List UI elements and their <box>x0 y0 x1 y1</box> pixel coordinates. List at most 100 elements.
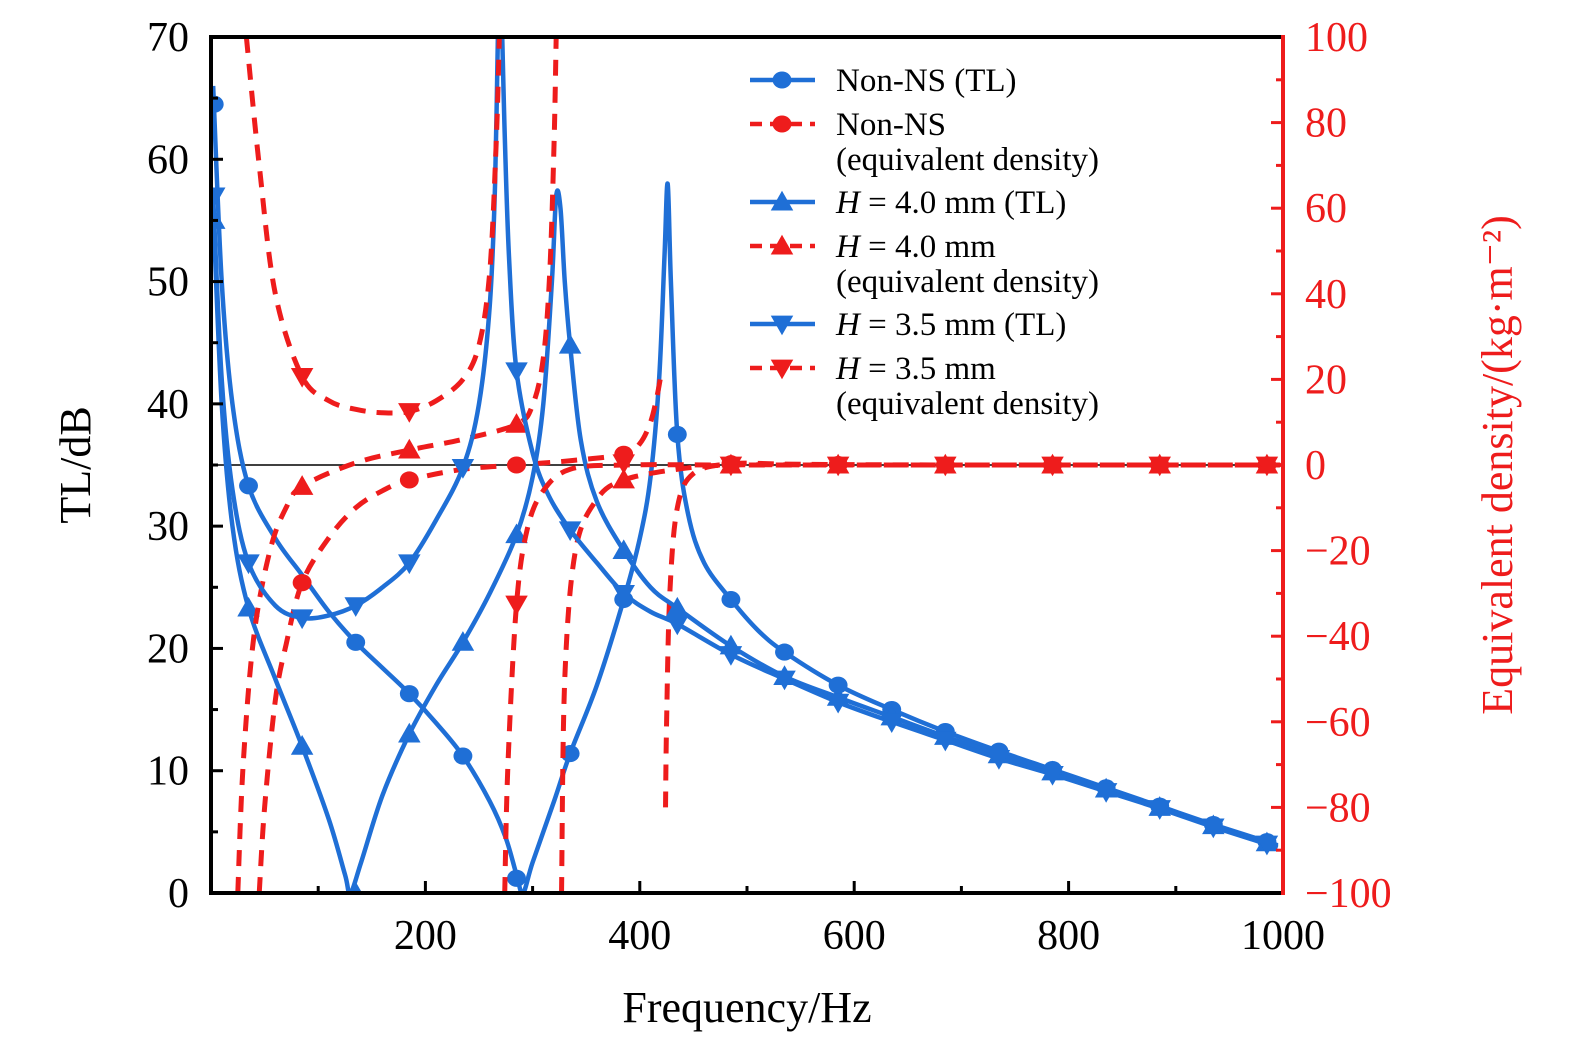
series-layer <box>211 37 1282 893</box>
y-right-tick-label: −40 <box>1305 614 1371 660</box>
data-point <box>1094 783 1118 803</box>
legend-entry: Non-NS (TL) <box>750 63 1017 99</box>
data-point <box>237 596 260 617</box>
legend-marker <box>770 190 794 211</box>
data-point <box>237 554 260 575</box>
y-right-tick-label: −80 <box>1305 785 1371 831</box>
legend-label: H = 3.5 mm <box>835 351 996 387</box>
data-point <box>719 646 743 666</box>
series-0 <box>211 85 1279 893</box>
legend-label: (equivalent density) <box>836 142 1099 178</box>
y-tick-label: 60 <box>147 137 189 183</box>
y-right-tick-label: 80 <box>1305 101 1347 147</box>
y-axis-label: TL/dB <box>51 406 100 523</box>
y-right-tick-label: −100 <box>1305 871 1392 917</box>
data-point <box>290 367 314 388</box>
data-point <box>1148 456 1171 477</box>
data-point <box>239 477 258 495</box>
data-point <box>349 881 363 893</box>
legend-marker <box>770 315 794 336</box>
data-point <box>1255 456 1279 477</box>
legend-entry: H = 4.0 mm(equivalent density) <box>750 229 1099 300</box>
data-point <box>344 597 367 617</box>
data-point <box>290 735 314 755</box>
data-point <box>399 685 419 703</box>
series-3 <box>235 37 1282 893</box>
series-line <box>211 85 1279 893</box>
legend-entry: H = 3.5 mm (TL) <box>750 307 1066 343</box>
legend-label: Non-NS <box>836 107 946 143</box>
data-point <box>451 631 475 651</box>
y-tick-label: 0 <box>168 871 189 917</box>
legend-label: H = 4.0 mm <box>835 229 996 265</box>
data-point <box>773 670 796 691</box>
x-tick-label: 1000 <box>1241 913 1325 959</box>
y-right-tick-label: −60 <box>1305 700 1371 746</box>
series-5 <box>243 37 1282 893</box>
legend: Non-NS (TL)Non-NS(equivalent density)H =… <box>750 63 1099 422</box>
data-point <box>828 676 848 694</box>
data-point <box>507 869 526 887</box>
data-point <box>612 468 635 489</box>
legend-entry: Non-NS(equivalent density) <box>750 107 1099 178</box>
data-point <box>558 333 582 354</box>
data-point <box>666 615 689 636</box>
y-tick-label: 70 <box>147 15 189 61</box>
data-point <box>934 731 957 752</box>
legend-marker <box>772 115 792 133</box>
series-line <box>211 37 1279 850</box>
data-point <box>1148 800 1171 820</box>
data-point <box>880 713 903 734</box>
y-right-tick-label: 60 <box>1305 186 1347 232</box>
data-point <box>451 459 475 479</box>
data-point <box>826 456 850 477</box>
series-line <box>235 37 1282 893</box>
y-tick-label: 30 <box>147 504 189 550</box>
series-line <box>243 37 1282 893</box>
data-point <box>211 187 226 208</box>
data-point <box>612 539 635 560</box>
x-tick-label: 200 <box>394 913 457 959</box>
y-tick-label: 20 <box>147 626 189 672</box>
legend-marker <box>770 359 794 380</box>
data-point <box>719 456 743 477</box>
legend-label: Non-NS (TL) <box>836 63 1017 99</box>
y-right-tick-label: −20 <box>1305 529 1371 575</box>
data-point <box>775 643 794 661</box>
data-point <box>292 574 312 592</box>
legend-label: (equivalent density) <box>836 386 1099 422</box>
legend-entry: H = 3.5 mm(equivalent density) <box>750 351 1099 422</box>
data-point <box>1041 456 1064 477</box>
data-point <box>505 595 528 616</box>
data-point <box>558 521 582 542</box>
y-right-tick-label: 0 <box>1305 443 1326 489</box>
legend-marker <box>772 71 792 89</box>
data-point <box>290 609 314 630</box>
data-point <box>1255 835 1279 856</box>
data-point <box>290 475 314 495</box>
x-tick-label: 800 <box>1037 913 1100 959</box>
data-point <box>667 425 687 443</box>
legend-marker <box>770 234 794 255</box>
y-right-tick-label: 40 <box>1305 272 1347 318</box>
data-point <box>211 95 224 113</box>
data-point <box>934 456 957 477</box>
data-point <box>398 403 421 423</box>
y-right-tick-label: 100 <box>1305 15 1368 61</box>
data-point <box>507 456 526 474</box>
data-point <box>987 750 1011 770</box>
data-point <box>505 362 528 383</box>
y-tick-label: 50 <box>147 260 189 306</box>
legend-label: H = 3.5 mm (TL) <box>835 307 1066 343</box>
data-point <box>826 693 850 714</box>
data-point <box>398 554 421 575</box>
y-axis-right-label: Equivalent density/(kg·m⁻²) <box>1473 215 1522 715</box>
data-point <box>612 454 635 475</box>
data-point <box>399 471 419 489</box>
legend-label: H = 4.0 mm (TL) <box>835 185 1066 221</box>
data-point <box>612 584 635 605</box>
data-point <box>666 596 689 617</box>
y-tick-label: 10 <box>147 749 189 795</box>
